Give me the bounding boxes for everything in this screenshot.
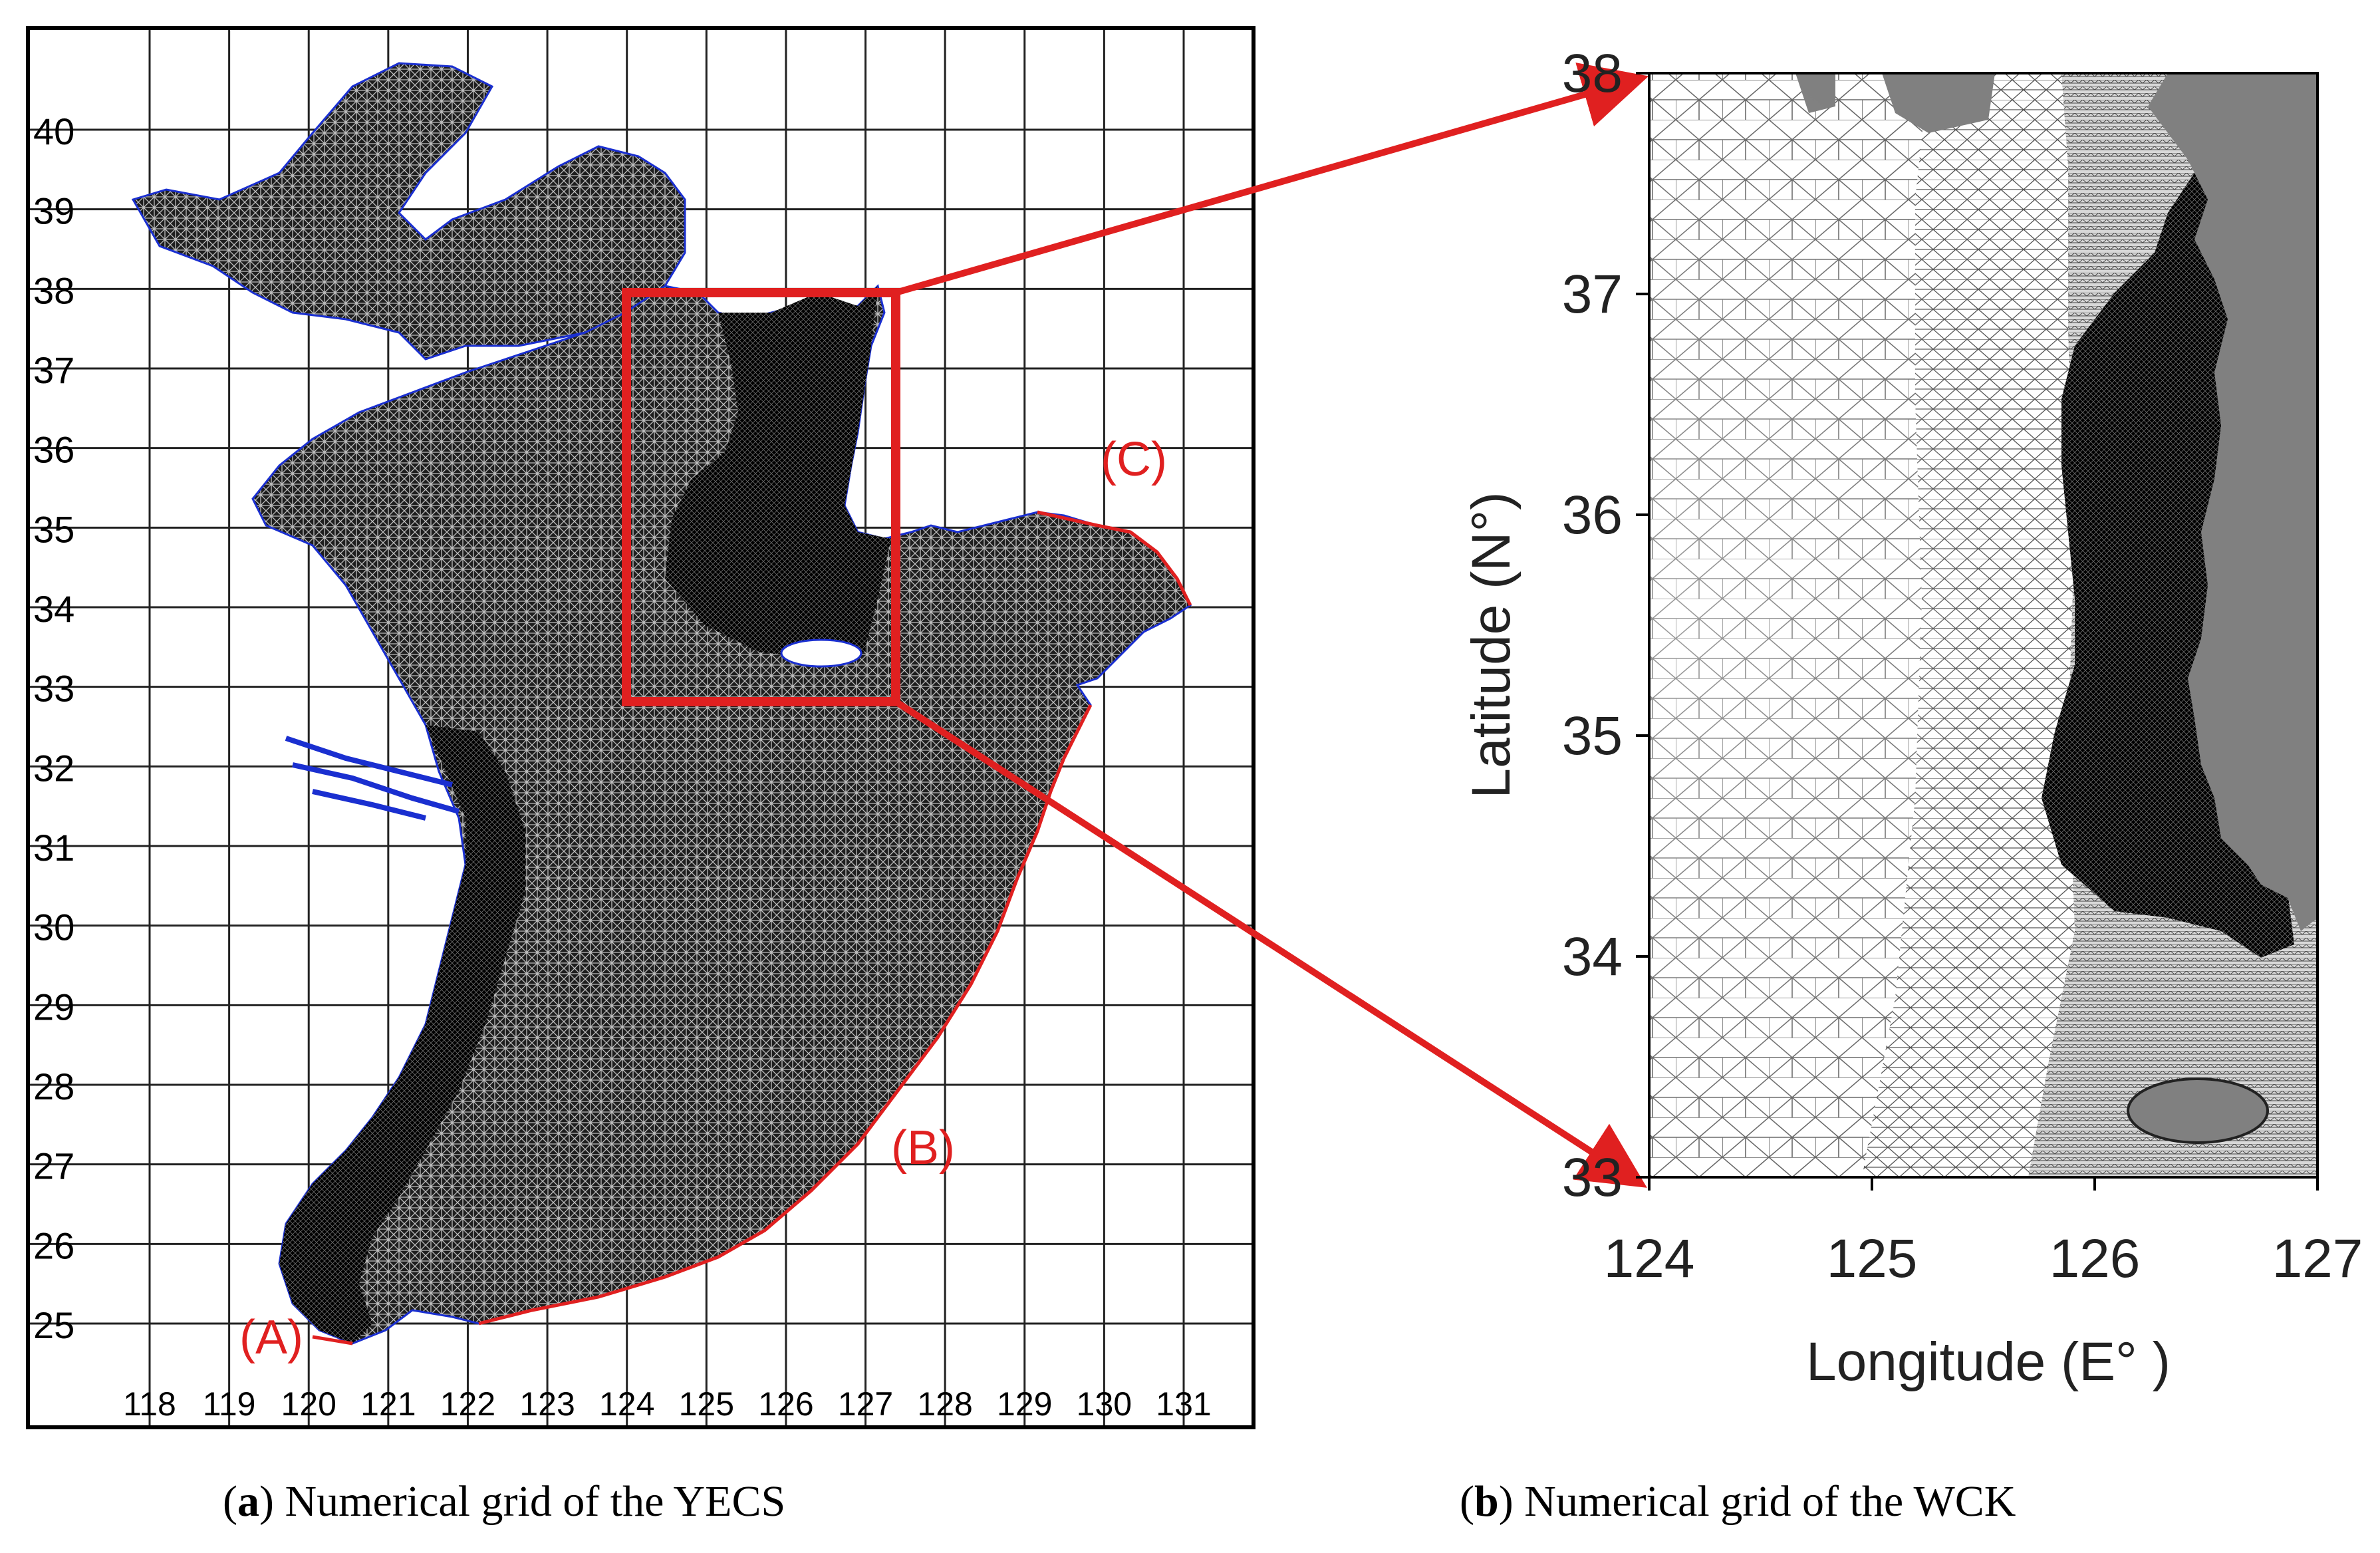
boundary-label-a: (A) [239, 1311, 303, 1364]
lat-tick-label: 26 [33, 1224, 74, 1266]
lat-tick-label: 34 [33, 588, 74, 630]
lon-tick-label: 127 [2272, 1228, 2363, 1289]
caption-panel-b: (b) Numerical grid of the WCK [1460, 1477, 2016, 1526]
boundary-label-b: (B) [891, 1121, 955, 1175]
lon-tick-label: 121 [360, 1385, 416, 1423]
lat-tick-label: 28 [33, 1065, 74, 1107]
lat-tick-label: 38 [1562, 43, 1623, 104]
lon-tick-label: 123 [519, 1385, 575, 1423]
lat-tick-label: 36 [33, 429, 74, 471]
panel-b-y-axis-label: Latitude (N°) [1461, 492, 1521, 798]
lon-tick-label: 122 [440, 1385, 495, 1423]
lat-tick-label: 32 [33, 747, 74, 789]
lon-tick-label: 126 [2049, 1228, 2141, 1289]
lat-tick-label: 29 [33, 986, 74, 1028]
lat-tick-label: 27 [33, 1145, 74, 1187]
caption-b-letter: b [1474, 1477, 1499, 1526]
lat-tick-label: 35 [33, 508, 74, 550]
korea-coast-dense-mesh [665, 286, 891, 658]
yangtze-rivers [285, 736, 460, 821]
wck-highlight-box [622, 288, 900, 706]
lon-tick-label: 129 [997, 1385, 1052, 1423]
china-coast-dense-mesh [279, 725, 525, 1343]
panel-b-latitude-labels: 33 34 35 36 37 38 [1562, 43, 1649, 1208]
lon-tick-label: 118 [123, 1385, 176, 1423]
zoom-arrow-top [894, 63, 1649, 296]
lon-tick-label: 125 [679, 1385, 734, 1423]
lon-tick-label: 126 [758, 1385, 813, 1423]
lat-tick-label: 40 [33, 110, 74, 152]
lon-tick-label: 127 [838, 1385, 893, 1423]
caption-a-letter: a [237, 1477, 259, 1526]
caption-panel-a: (a) Numerical grid of the YECS [223, 1477, 786, 1526]
lat-tick-label: 33 [33, 668, 74, 710]
panel-b-frame [1648, 72, 2319, 1179]
bohai-mesh [131, 62, 686, 360]
panel-a-longitude-labels: 118 119 120 121 122 123 124 125 126 127 128 129 130 1… [123, 1385, 1212, 1423]
lat-tick-label: 34 [1562, 926, 1623, 987]
lat-tick-label: 37 [33, 349, 74, 391]
panel-b-x-axis-label: Longitude (E° ) [1806, 1332, 2171, 1392]
lat-tick-label: 25 [33, 1304, 74, 1346]
lat-tick-label: 36 [1562, 485, 1623, 545]
boundary-label-c: (C) [1101, 433, 1167, 486]
panel-a-latitude-labels: 25 26 27 28 29 30 31 32 33 34 35 36 37 38 39 40 [33, 110, 74, 1346]
jeju-island [780, 638, 862, 668]
lon-tick-label: 124 [599, 1385, 654, 1423]
caption-a-text: Numerical grid of the YECS [273, 1477, 786, 1526]
lon-tick-label: 124 [1604, 1228, 1695, 1289]
lon-tick-label: 130 [1077, 1385, 1132, 1423]
lat-tick-label: 37 [1562, 264, 1623, 325]
lat-tick-label: 31 [33, 827, 74, 869]
lat-tick-label: 39 [33, 190, 74, 232]
lat-tick-label: 35 [1562, 706, 1623, 766]
lon-tick-label: 120 [281, 1385, 336, 1423]
caption-b-text: Numerical grid of the WCK [1513, 1477, 2016, 1526]
lat-tick-label: 30 [33, 907, 74, 948]
lon-tick-label: 119 [203, 1385, 256, 1423]
zoom-arrows [894, 63, 1649, 1188]
open-boundary-line [312, 510, 1192, 1345]
panel-b-longitude-labels: 124 125 126 127 [1604, 1177, 2363, 1289]
zoom-arrow-bottom [894, 698, 1647, 1188]
lon-tick-label: 125 [1827, 1228, 1918, 1289]
lat-tick-label: 38 [33, 269, 74, 311]
lat-tick-label: 33 [1562, 1147, 1623, 1208]
lon-tick-label: 128 [917, 1385, 972, 1423]
lon-tick-label: 131 [1156, 1385, 1211, 1423]
panel-b-fade [1649, 73, 2317, 1177]
